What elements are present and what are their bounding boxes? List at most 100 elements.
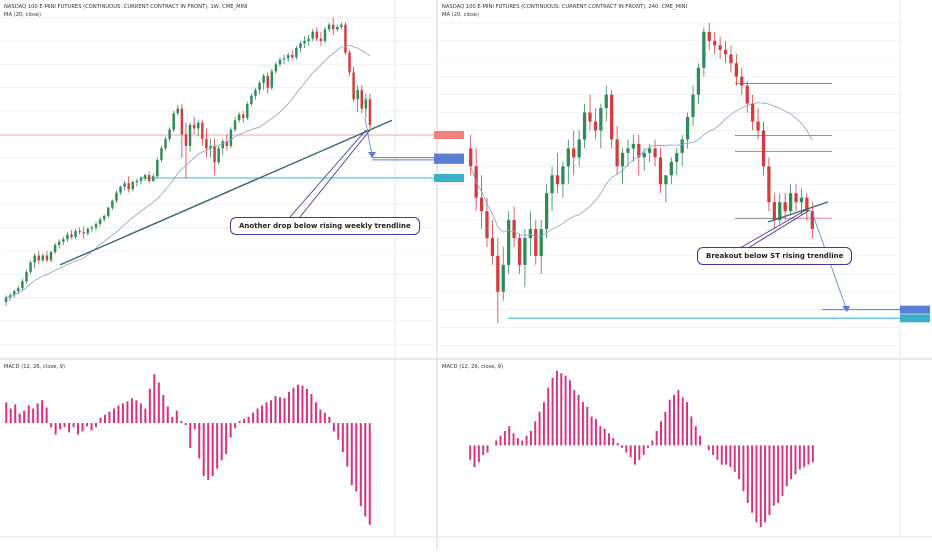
right-chart[interactable]: NASDAQ 100 E-MINI FUTURES (CONTINUOUS: C… bbox=[438, 4, 930, 528]
candle-body[interactable] bbox=[221, 141, 224, 149]
candle-body[interactable] bbox=[160, 148, 163, 160]
candle-body[interactable] bbox=[29, 262, 32, 272]
candle-body[interactable] bbox=[123, 183, 126, 187]
candle-body[interactable] bbox=[740, 76, 744, 86]
candle-body[interactable] bbox=[637, 143, 641, 158]
right-macd-histogram[interactable] bbox=[469, 370, 814, 528]
candle-body[interactable] bbox=[70, 234, 73, 237]
candle-body[interactable] bbox=[485, 211, 489, 238]
candle-body[interactable] bbox=[307, 38, 310, 41]
candle-body[interactable] bbox=[295, 47, 298, 58]
candle-body[interactable] bbox=[675, 152, 679, 162]
candle-body[interactable] bbox=[291, 54, 294, 58]
candle-body[interactable] bbox=[180, 108, 184, 135]
candle-body[interactable] bbox=[53, 245, 57, 253]
candle-body[interactable] bbox=[631, 143, 635, 149]
candle-body[interactable] bbox=[620, 152, 625, 167]
candle-body[interactable] bbox=[626, 148, 630, 153]
left-chart[interactable]: NASDAQ 100 E-MINI FUTURES (CONTINUOUS: C… bbox=[0, 4, 464, 525]
candle-body[interactable] bbox=[512, 220, 516, 238]
candle-body[interactable] bbox=[201, 122, 204, 139]
candle-body[interactable] bbox=[250, 95, 253, 104]
candle-body[interactable] bbox=[196, 122, 200, 129]
candle-body[interactable] bbox=[507, 220, 511, 265]
candle-body[interactable] bbox=[17, 288, 20, 292]
candle-body[interactable] bbox=[713, 40, 717, 46]
candle-body[interactable] bbox=[772, 202, 776, 221]
candle-body[interactable] bbox=[168, 129, 171, 139]
candle-body[interactable] bbox=[131, 182, 135, 190]
right-candles[interactable] bbox=[469, 22, 814, 324]
candle-body[interactable] bbox=[479, 197, 484, 212]
candle-body[interactable] bbox=[340, 24, 343, 27]
candle-body[interactable] bbox=[225, 141, 229, 146]
candle-body[interactable] bbox=[368, 99, 372, 125]
candle-body[interactable] bbox=[278, 59, 282, 65]
candle-body[interactable] bbox=[323, 29, 327, 41]
candle-body[interactable] bbox=[172, 113, 175, 130]
candle-body[interactable] bbox=[286, 54, 290, 59]
candle-body[interactable] bbox=[664, 175, 668, 185]
candle-body[interactable] bbox=[610, 94, 614, 140]
candle-body[interactable] bbox=[254, 89, 257, 96]
candle-body[interactable] bbox=[794, 193, 798, 203]
candle-body[interactable] bbox=[561, 166, 565, 185]
candle-body[interactable] bbox=[572, 148, 576, 158]
candle-body[interactable] bbox=[57, 241, 61, 246]
candle-body[interactable] bbox=[192, 124, 196, 129]
candle-body[interactable] bbox=[327, 24, 331, 30]
candle-body[interactable] bbox=[33, 255, 36, 263]
candle-body[interactable] bbox=[778, 202, 782, 221]
candle-body[interactable] bbox=[356, 89, 359, 100]
candle-body[interactable] bbox=[152, 176, 155, 181]
candle-body[interactable] bbox=[501, 264, 505, 292]
candle-body[interactable] bbox=[25, 271, 28, 282]
candle-body[interactable] bbox=[262, 75, 265, 83]
candle-body[interactable] bbox=[78, 231, 81, 233]
candle-body[interactable] bbox=[469, 148, 473, 167]
candle-body[interactable] bbox=[45, 255, 49, 261]
left-macd-histogram[interactable] bbox=[5, 374, 371, 525]
candle-body[interactable] bbox=[685, 117, 690, 140]
candle-body[interactable] bbox=[274, 64, 278, 72]
candle-body[interactable] bbox=[311, 31, 314, 39]
candle-body[interactable] bbox=[217, 148, 220, 163]
candle-body[interactable] bbox=[233, 120, 237, 130]
candle-body[interactable] bbox=[517, 238, 522, 265]
candle-body[interactable] bbox=[331, 24, 335, 30]
candle-body[interactable] bbox=[805, 197, 809, 212]
candle-body[interactable] bbox=[66, 234, 69, 240]
candle-body[interactable] bbox=[90, 227, 94, 229]
candle-body[interactable] bbox=[729, 54, 733, 64]
candle-body[interactable] bbox=[680, 139, 684, 153]
candle-body[interactable] bbox=[282, 58, 286, 60]
candle-body[interactable] bbox=[156, 159, 159, 177]
candle-body[interactable] bbox=[111, 200, 114, 208]
candle-body[interactable] bbox=[539, 229, 543, 256]
candle-body[interactable] bbox=[691, 94, 695, 118]
candle-body[interactable] bbox=[352, 72, 355, 100]
candle-body[interactable] bbox=[74, 231, 77, 237]
candle-body[interactable] bbox=[143, 175, 147, 179]
candle-body[interactable] bbox=[270, 71, 274, 88]
candle-body[interactable] bbox=[299, 43, 302, 48]
candle-body[interactable] bbox=[593, 121, 598, 131]
candle-body[interactable] bbox=[344, 24, 347, 53]
candle-body[interactable] bbox=[213, 145, 216, 163]
candle-body[interactable] bbox=[751, 103, 755, 122]
candle-body[interactable] bbox=[135, 180, 139, 183]
candle-body[interactable] bbox=[566, 148, 570, 167]
candle-body[interactable] bbox=[164, 138, 167, 149]
candle-body[interactable] bbox=[648, 148, 652, 153]
candle-body[interactable] bbox=[12, 291, 16, 296]
candle-body[interactable] bbox=[37, 255, 40, 261]
candle-body[interactable] bbox=[82, 232, 85, 234]
candle-body[interactable] bbox=[745, 85, 749, 104]
candle-body[interactable] bbox=[707, 31, 711, 41]
candle-body[interactable] bbox=[94, 224, 98, 228]
candle-body[interactable] bbox=[799, 197, 804, 203]
candle-body[interactable] bbox=[127, 183, 130, 190]
left-candles[interactable] bbox=[4, 17, 372, 306]
candle-body[interactable] bbox=[534, 229, 538, 256]
candle-body[interactable] bbox=[229, 129, 233, 146]
